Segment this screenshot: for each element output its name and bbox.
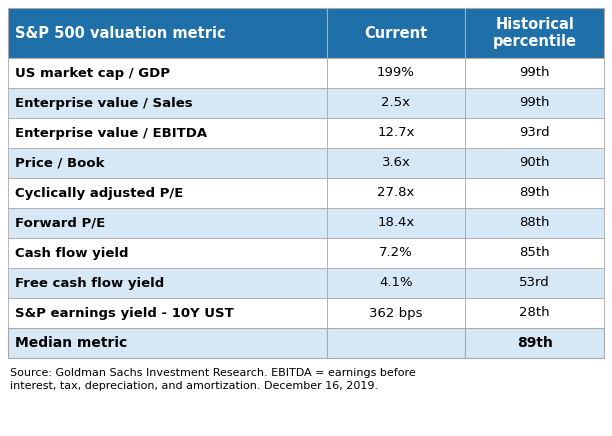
Bar (327, 208, 465, 238)
Text: Price / Book: Price / Book (15, 157, 105, 170)
Text: Source: Goldman Sachs Investment Research. EBITDA = earnings before
interest, ta: Source: Goldman Sachs Investment Researc… (10, 368, 416, 391)
Text: Enterprise value / Sales: Enterprise value / Sales (15, 96, 193, 109)
Text: 93rd: 93rd (519, 126, 550, 140)
Bar (327, 298, 465, 328)
Text: S&P earnings yield - 10Y UST: S&P earnings yield - 10Y UST (15, 307, 234, 320)
Bar (8, 58, 327, 88)
Bar (465, 268, 604, 298)
Text: 12.7x: 12.7x (377, 126, 415, 140)
Bar (8, 298, 327, 328)
Bar (465, 208, 604, 238)
Text: 2.5x: 2.5x (381, 96, 411, 109)
Bar (465, 88, 604, 118)
Text: 362 bps: 362 bps (369, 307, 423, 320)
Bar (465, 238, 604, 268)
Text: 18.4x: 18.4x (378, 217, 414, 229)
Text: Cyclically adjusted P/E: Cyclically adjusted P/E (15, 187, 184, 200)
Text: Cash flow yield: Cash flow yield (15, 246, 129, 259)
Bar (8, 148, 327, 178)
Bar (8, 88, 327, 118)
Text: 99th: 99th (520, 67, 550, 79)
Bar (8, 328, 327, 358)
Bar (8, 118, 327, 148)
Bar (465, 328, 604, 358)
Text: 89th: 89th (520, 187, 550, 200)
Text: Free cash flow yield: Free cash flow yield (15, 276, 164, 290)
Text: US market cap / GDP: US market cap / GDP (15, 67, 170, 79)
Bar (465, 58, 604, 88)
Text: Forward P/E: Forward P/E (15, 217, 105, 229)
Bar (327, 148, 465, 178)
Bar (8, 268, 327, 298)
Text: 90th: 90th (520, 157, 550, 170)
Text: 28th: 28th (519, 307, 550, 320)
Bar (465, 118, 604, 148)
Bar (327, 238, 465, 268)
Bar (8, 8, 327, 58)
Text: 88th: 88th (520, 217, 550, 229)
Bar (327, 328, 465, 358)
Text: Current: Current (364, 25, 428, 41)
Bar (327, 8, 465, 58)
Text: 89th: 89th (517, 336, 553, 350)
Bar (8, 208, 327, 238)
Text: Median metric: Median metric (15, 336, 127, 350)
Bar (8, 238, 327, 268)
Text: 85th: 85th (519, 246, 550, 259)
Text: Enterprise value / EBITDA: Enterprise value / EBITDA (15, 126, 207, 140)
Bar (465, 298, 604, 328)
Text: Historical
percentile: Historical percentile (493, 17, 577, 49)
Text: 27.8x: 27.8x (378, 187, 415, 200)
Bar (8, 178, 327, 208)
Text: 53rd: 53rd (519, 276, 550, 290)
Text: 199%: 199% (377, 67, 415, 79)
Bar (327, 88, 465, 118)
Bar (327, 58, 465, 88)
Text: S&P 500 valuation metric: S&P 500 valuation metric (15, 25, 226, 41)
Bar (327, 118, 465, 148)
Bar (327, 178, 465, 208)
Bar (465, 178, 604, 208)
Text: 4.1%: 4.1% (379, 276, 413, 290)
Text: 3.6x: 3.6x (381, 157, 411, 170)
Bar (465, 8, 604, 58)
Bar (327, 268, 465, 298)
Text: 99th: 99th (520, 96, 550, 109)
Bar (465, 148, 604, 178)
Text: 7.2%: 7.2% (379, 246, 413, 259)
